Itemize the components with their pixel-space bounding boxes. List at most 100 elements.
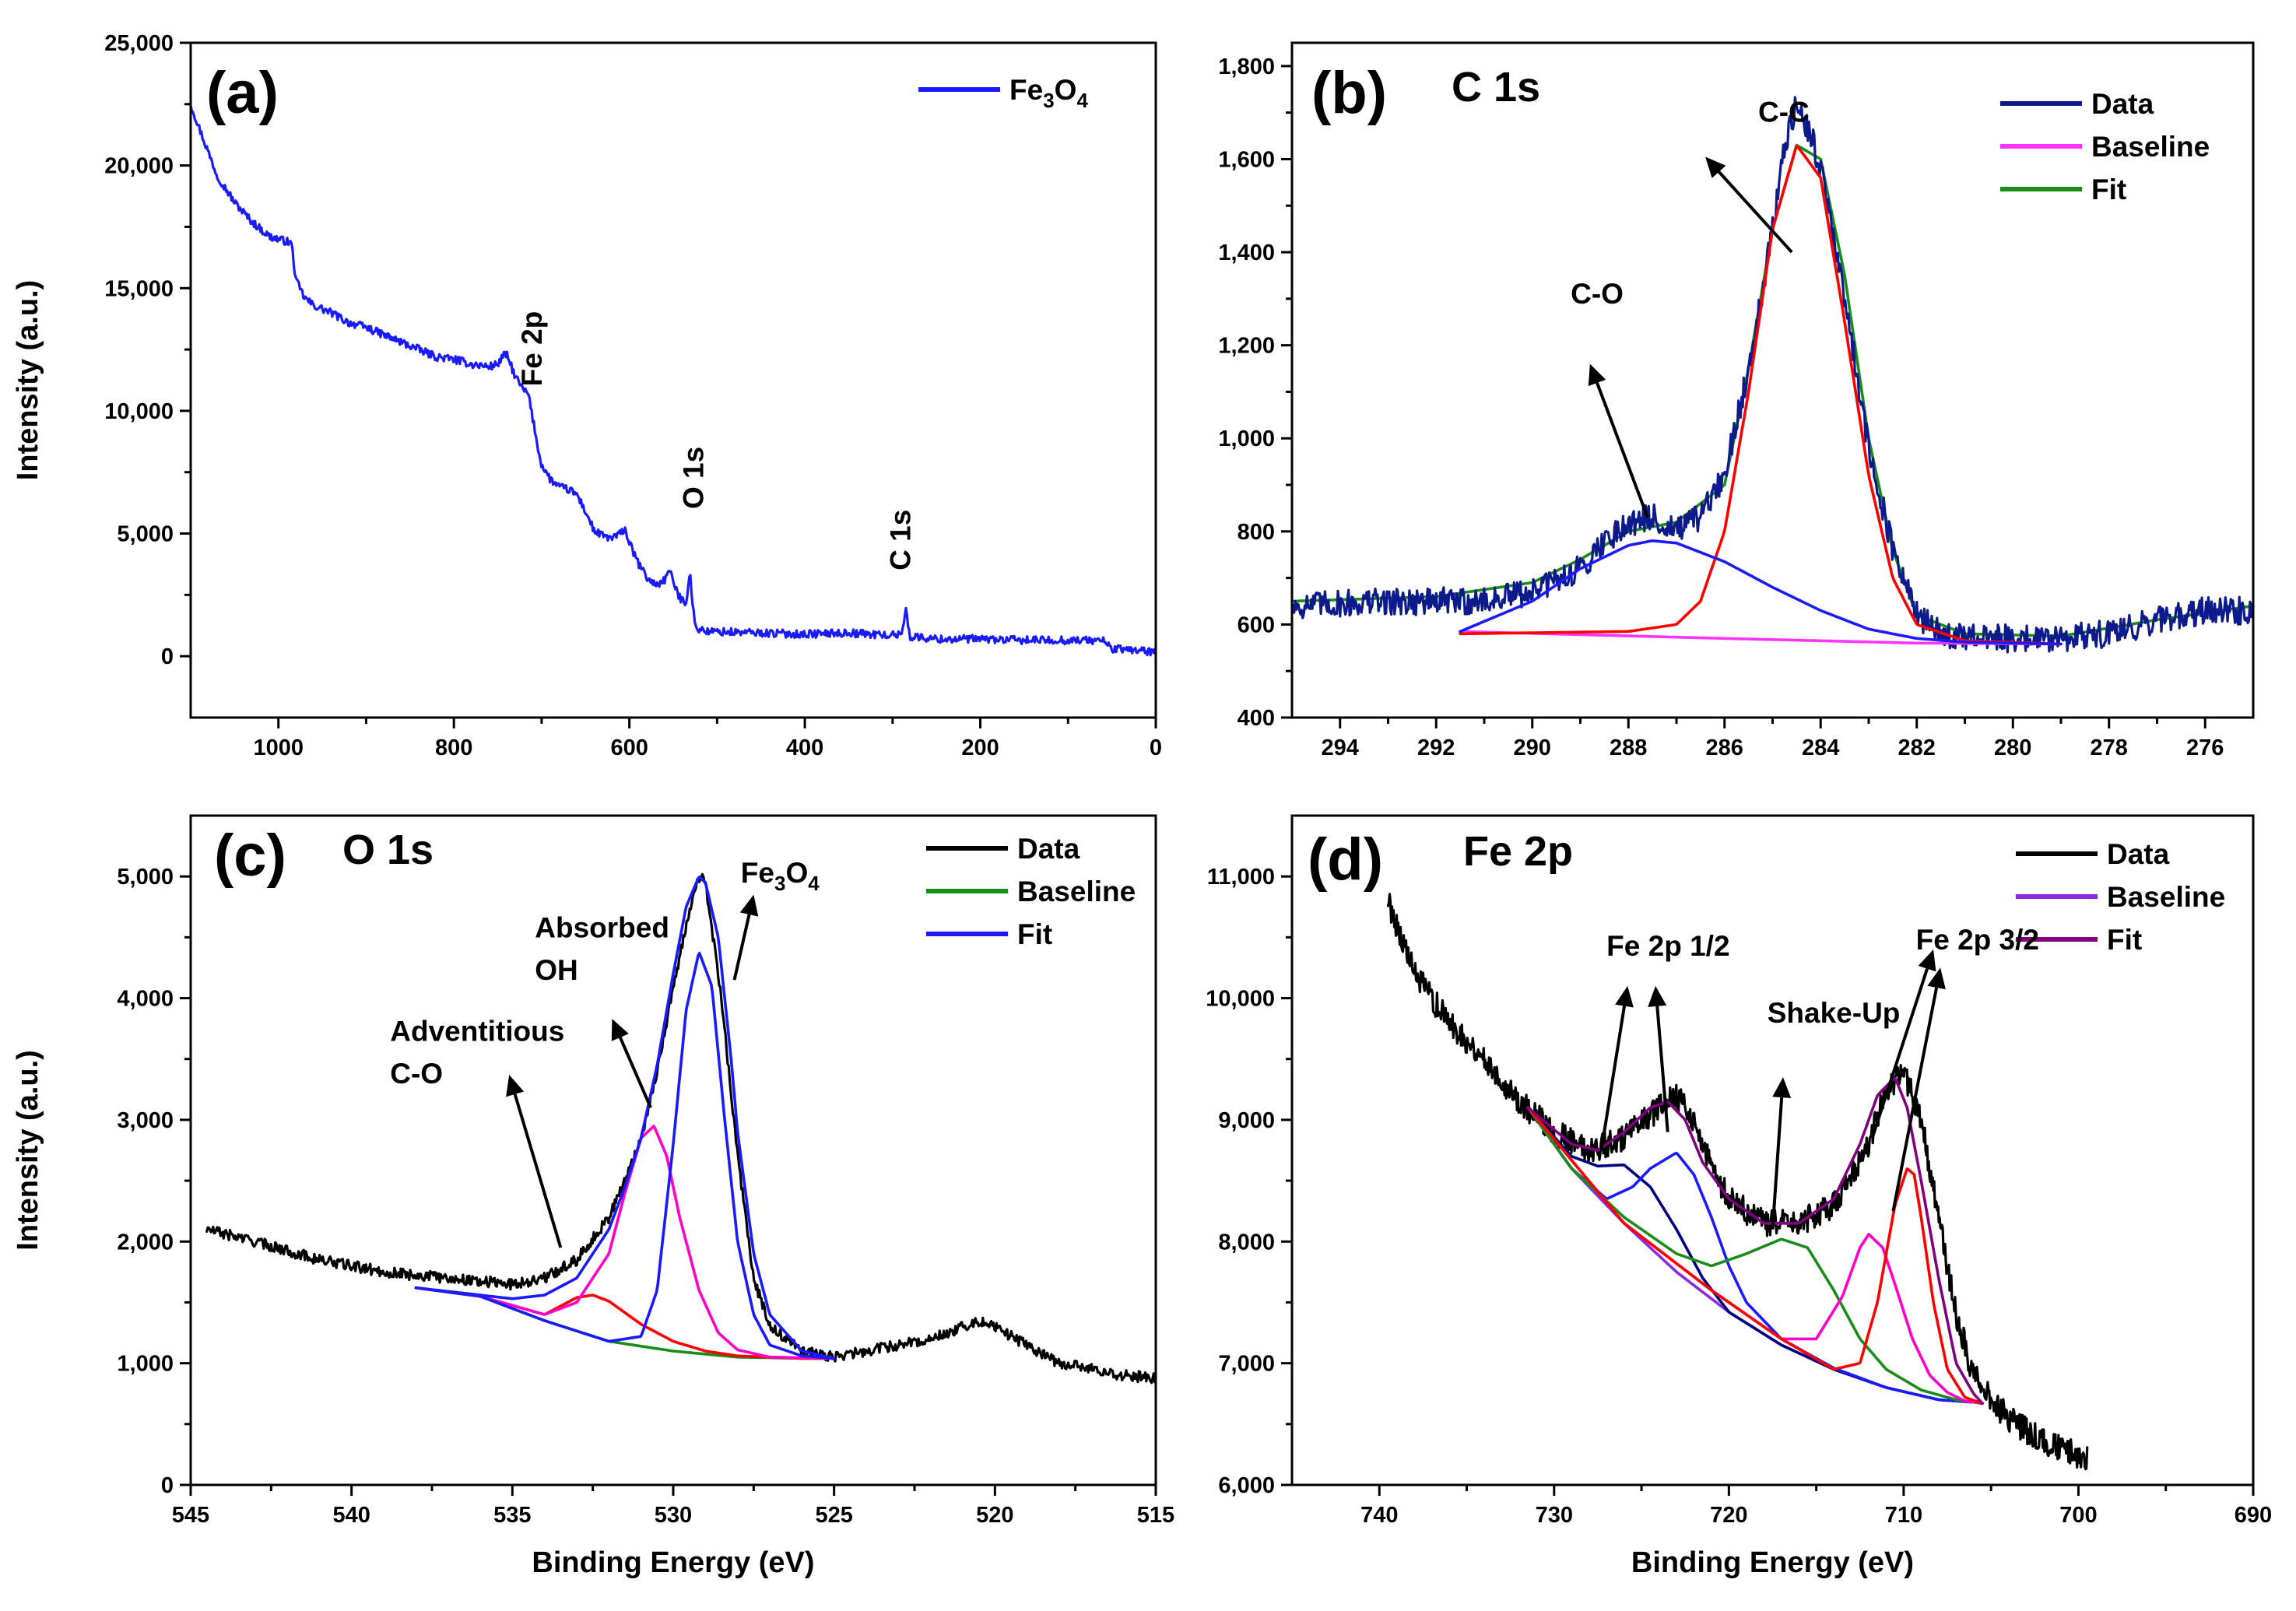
series-peak-fe-2p1-2-b xyxy=(1526,1106,1984,1405)
panel-b: 294 292 290 288 286 284 282 280 278 276 400 600 800 1… xyxy=(1218,41,2255,760)
plot-frame xyxy=(189,41,1157,719)
series-peak-fe-2p3-2-a xyxy=(1526,1106,1984,1405)
legend-label: Baseline xyxy=(2107,881,2225,913)
x-tick-label: 530 xyxy=(655,1503,692,1528)
y-tick-label: 7,000 xyxy=(1218,1352,1275,1377)
x-tick-label: 600 xyxy=(610,735,648,760)
arrow-shaft xyxy=(1599,1006,1627,1151)
arrow-head xyxy=(506,1075,525,1097)
panel-d: 740 730 720 710 700 690 6,000 7,000 8,000 9,000 10… xyxy=(1206,814,2272,1579)
annotation: Fe 2p 3/2 xyxy=(1916,924,2039,956)
annotation: Adventitious xyxy=(390,1015,564,1047)
x-tick-label: 278 xyxy=(2091,735,2128,760)
series-baseline xyxy=(1459,630,2063,646)
x-tick-label: 294 xyxy=(1322,735,1359,760)
arrow-shaft xyxy=(1891,987,1939,1212)
series-baseline xyxy=(1526,1106,1984,1405)
y-tick-label: 1,000 xyxy=(1218,426,1275,451)
legend-label: Fit xyxy=(2107,924,2142,956)
panel-title: Fe 2p xyxy=(1463,828,1573,875)
x-axis-title: Binding Energy (eV) xyxy=(1631,1546,1914,1579)
annotation: C-O xyxy=(1571,278,1624,310)
annotation: Absorbed xyxy=(535,911,669,943)
series-peak-c-c xyxy=(1459,145,2063,646)
arrow-head xyxy=(1588,363,1606,387)
legend-label: Fit xyxy=(1017,918,1052,950)
legend-label: Fit xyxy=(2091,174,2126,205)
y-tick-label: 2,000 xyxy=(117,1230,174,1255)
arrow-shaft xyxy=(1596,382,1649,518)
y-tick-label: 25,000 xyxy=(104,31,174,56)
y-tick-label: 8,000 xyxy=(1218,1230,1275,1255)
legend-label: Baseline xyxy=(1017,876,1136,907)
panel-label: (c) xyxy=(214,823,286,889)
x-tick-label: 276 xyxy=(2186,735,2224,760)
y-tick-label: 1,600 xyxy=(1218,147,1275,172)
annotation: Fe 2p 1/2 xyxy=(1606,930,1729,962)
arrow-head xyxy=(1772,1077,1792,1098)
annotation: C 1s xyxy=(884,510,916,570)
y-axis-title: Intensity (a.u.) xyxy=(12,280,44,481)
x-tick-label: 400 xyxy=(786,735,823,760)
arrow-shaft xyxy=(618,1037,652,1109)
y-tick-label: 1,800 xyxy=(1218,54,1275,79)
legend-label: Fe3O4 xyxy=(1009,74,1088,112)
y-tick-label: 0 xyxy=(161,644,174,669)
x-tick-label: 290 xyxy=(1514,735,1551,760)
x-tick-label: 520 xyxy=(976,1503,1013,1528)
y-tick-label: 400 xyxy=(1238,706,1275,731)
y-tick-label: 11,000 xyxy=(1207,865,1275,890)
y-tick-label: 600 xyxy=(1238,612,1275,637)
arrow-shaft xyxy=(732,914,751,981)
x-axis-title: Binding Energy (eV) xyxy=(532,1546,814,1579)
y-tick-label: 5,000 xyxy=(117,865,174,890)
x-tick-label: 286 xyxy=(1706,735,1743,760)
arrow-head xyxy=(1648,985,1667,1007)
x-tick-label: 740 xyxy=(1360,1503,1398,1528)
arrow-head xyxy=(1705,156,1726,178)
annotation: Fe 2p xyxy=(516,311,548,387)
arrow-shaft xyxy=(1718,170,1793,254)
panel-label: (b) xyxy=(1311,60,1387,126)
series-data xyxy=(1386,893,2089,1471)
series-peak-shake-up xyxy=(1526,1106,1984,1405)
x-tick-label: 280 xyxy=(1994,735,2031,760)
x-tick-label: 200 xyxy=(961,735,999,760)
y-tick-label: 10,000 xyxy=(1206,987,1275,1012)
y-tick-label: 9,000 xyxy=(1218,1108,1275,1133)
series-peak-fe-2p1-2-a xyxy=(1526,1106,1984,1405)
y-tick-label: 0 xyxy=(161,1473,174,1498)
x-tick-label: 545 xyxy=(172,1503,209,1528)
annotation: C-O xyxy=(390,1058,443,1090)
plot-frame xyxy=(1290,814,2255,1486)
legend-label: Data xyxy=(2107,838,2170,870)
y-tick-label: 10,000 xyxy=(104,399,174,424)
x-tick-label: 515 xyxy=(1137,1503,1174,1528)
x-tick-label: 292 xyxy=(1417,735,1455,760)
annotation: C-C xyxy=(1758,97,1810,128)
x-tick-label: 800 xyxy=(435,735,472,760)
x-tick-label: 282 xyxy=(1898,735,1936,760)
series-data xyxy=(1290,96,2255,654)
y-tick-label: 3,000 xyxy=(117,1108,174,1133)
annotation: OH xyxy=(535,954,578,986)
arrow-head xyxy=(739,894,759,917)
panel-label: (a) xyxy=(206,60,279,126)
y-tick-label: 1,400 xyxy=(1218,240,1275,265)
x-tick-label: 0 xyxy=(1150,735,1162,760)
x-tick-label: 720 xyxy=(1710,1503,1747,1528)
x-tick-label: 540 xyxy=(332,1503,370,1528)
panel-title: O 1s xyxy=(342,827,434,873)
series-data xyxy=(205,872,1157,1385)
y-tick-label: 1,200 xyxy=(1218,334,1275,359)
arrow-shaft xyxy=(1771,1097,1784,1230)
panel-label: (d) xyxy=(1308,827,1383,893)
y-tick-label: 4,000 xyxy=(117,987,174,1012)
annotation: Shake-Up xyxy=(1768,997,1901,1029)
panel-a: 1000 800 600 400 200 0 0 5,000 10,000 15,000 20,00… xyxy=(12,31,1162,760)
legend-label: Data xyxy=(2091,88,2154,120)
x-tick-label: 1000 xyxy=(253,735,304,760)
arrow-head xyxy=(1927,967,1946,990)
series-peak-fe-2p3-2-b xyxy=(1526,1106,1984,1405)
